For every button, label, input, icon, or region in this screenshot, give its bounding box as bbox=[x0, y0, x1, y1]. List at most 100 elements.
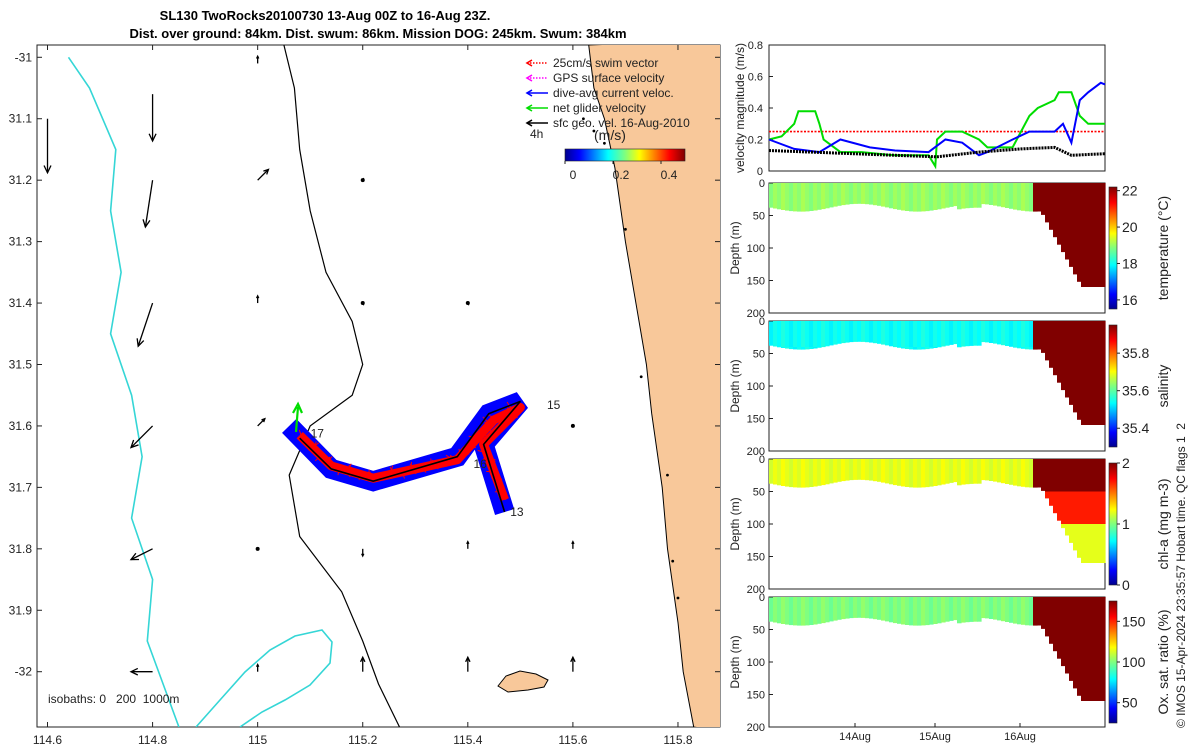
section-cell bbox=[933, 597, 938, 624]
section-tick-label: 50 bbox=[753, 625, 765, 637]
section-cell bbox=[801, 597, 806, 626]
section-cell bbox=[1085, 321, 1090, 347]
section-cell bbox=[1037, 347, 1042, 350]
section-cell bbox=[773, 321, 778, 347]
map-x-tick-label: 115.8 bbox=[663, 733, 692, 747]
section-cell bbox=[1101, 597, 1106, 701]
geo-vector-shaft bbox=[137, 302, 154, 347]
section-tick-label: 0 bbox=[759, 316, 765, 328]
section-cell bbox=[1077, 254, 1082, 274]
section-colorbar-tick-label: 100 bbox=[1122, 654, 1146, 670]
section-cell bbox=[789, 459, 794, 488]
section-cell bbox=[1013, 597, 1018, 624]
section-cell bbox=[997, 459, 1002, 483]
section-cell bbox=[861, 183, 866, 204]
legend-label: sfc geo. vel. 16-Aug-2010 bbox=[553, 116, 690, 130]
section-cell bbox=[965, 597, 970, 623]
section-cell bbox=[989, 183, 994, 205]
section-colorbar-tick-label: 50 bbox=[1122, 695, 1138, 711]
section-cell bbox=[1089, 459, 1094, 492]
section-cell bbox=[885, 321, 890, 346]
section-cell bbox=[857, 597, 862, 618]
section-cell bbox=[1101, 274, 1106, 287]
section-cell bbox=[1097, 183, 1102, 216]
section-colorbar-label: salinity bbox=[1155, 365, 1171, 408]
section-cell bbox=[901, 183, 906, 211]
section-cell bbox=[769, 597, 774, 622]
section-cell bbox=[997, 597, 1002, 621]
section-cell bbox=[1021, 459, 1026, 487]
section-cell bbox=[1081, 274, 1086, 287]
section-cell bbox=[997, 321, 1002, 345]
section-cell bbox=[937, 183, 942, 210]
reef-speck bbox=[639, 375, 643, 379]
section-cell bbox=[1017, 597, 1022, 625]
geo-vector-stub bbox=[572, 424, 575, 427]
section-cell bbox=[1093, 183, 1098, 216]
section-cell bbox=[905, 321, 910, 347]
geo-vector bbox=[570, 423, 575, 428]
geo-vector-shaft bbox=[130, 425, 154, 448]
section-cell bbox=[1065, 373, 1070, 398]
section-cell bbox=[1085, 274, 1090, 287]
section-cell bbox=[805, 597, 810, 626]
section-cell bbox=[853, 597, 858, 618]
section-cell bbox=[1081, 459, 1086, 492]
section-cell bbox=[1097, 459, 1102, 492]
section-cell bbox=[961, 459, 966, 485]
isobaths-label: isobaths: 0 200 1000m bbox=[48, 692, 179, 706]
geo-vector-stub bbox=[362, 177, 365, 181]
section-cell bbox=[881, 321, 886, 345]
section-cell bbox=[833, 597, 838, 621]
section-cell bbox=[1057, 597, 1062, 659]
section-cell bbox=[873, 459, 878, 482]
section-cell bbox=[901, 347, 906, 349]
section-cell bbox=[973, 459, 978, 484]
section-cell bbox=[1001, 459, 1006, 484]
section-cell bbox=[961, 183, 966, 209]
section-cell bbox=[1085, 373, 1090, 399]
section-cell bbox=[1053, 235, 1058, 238]
section-cell bbox=[1005, 459, 1010, 484]
section-cell bbox=[885, 183, 890, 208]
section-cell bbox=[837, 183, 842, 206]
section-cell bbox=[1065, 321, 1070, 347]
section-cell bbox=[1045, 491, 1050, 499]
map-y-tick-label: 31.3 bbox=[9, 235, 33, 249]
section-cell bbox=[993, 459, 998, 482]
section-cell bbox=[1017, 183, 1022, 211]
section-cell bbox=[1053, 491, 1058, 514]
section-cell bbox=[1053, 183, 1058, 216]
section-cell bbox=[785, 183, 790, 211]
section-cell bbox=[1053, 215, 1058, 235]
section-cell bbox=[817, 183, 822, 210]
section-cell bbox=[1081, 321, 1086, 347]
interval-label: 4h bbox=[530, 127, 543, 141]
section-cell bbox=[1085, 399, 1090, 425]
section-cell bbox=[793, 597, 798, 626]
section-cell bbox=[1101, 459, 1106, 492]
geo-vector bbox=[465, 301, 470, 306]
section-cell bbox=[1085, 215, 1090, 235]
section-cell bbox=[1033, 597, 1038, 626]
section-cell bbox=[853, 183, 858, 204]
section-cell bbox=[993, 597, 998, 620]
section-cell bbox=[1049, 183, 1054, 216]
section-cell bbox=[921, 347, 926, 350]
section-cell bbox=[1077, 347, 1082, 373]
geo-vector-shaft bbox=[130, 548, 153, 561]
oxygen-panel: 0 50 100 150 200 Depth (m) 50 100 150 Ox. sat. ra… bbox=[728, 592, 1171, 734]
section-cell bbox=[1101, 399, 1106, 425]
geo-vector bbox=[255, 663, 260, 672]
section-cell bbox=[793, 321, 798, 347]
section-tick-label: 150 bbox=[747, 276, 765, 288]
section-cell bbox=[1029, 347, 1034, 350]
section-cell bbox=[949, 597, 954, 621]
section-cell bbox=[889, 183, 894, 209]
section-cell bbox=[1073, 491, 1078, 524]
section-cell bbox=[925, 347, 930, 350]
section-cell bbox=[977, 321, 982, 346]
section-cell bbox=[893, 597, 898, 624]
section-cell bbox=[1021, 347, 1026, 349]
section-cell bbox=[841, 597, 846, 620]
